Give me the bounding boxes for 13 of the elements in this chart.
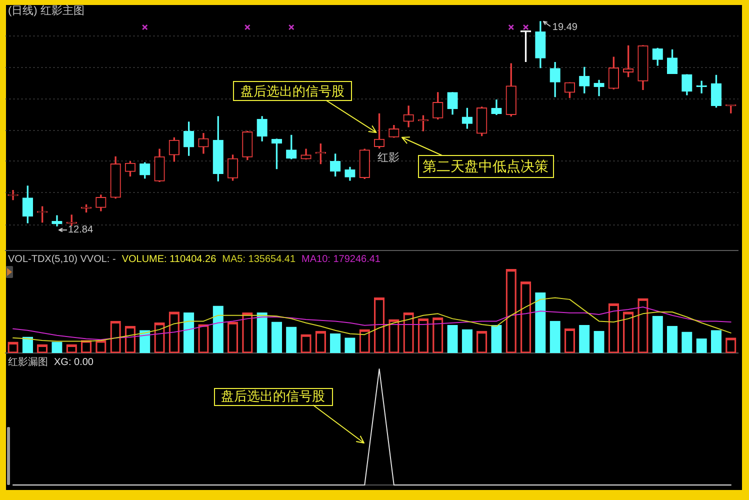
annotation: 红影 (377, 151, 400, 164)
text: VOLUME: 110404.26 (122, 254, 216, 265)
annotation: 19.49 (552, 22, 578, 34)
text: XG: 0.00 (54, 356, 94, 369)
annotation: 盘后选出的信号股 (221, 389, 325, 404)
chart-title: (日线) 红影主图 (8, 5, 84, 18)
annotation: 第二天盘中低点决策 (422, 159, 548, 176)
annotation: 盘后选出的信号股 (240, 84, 344, 100)
annotation: 12.84 (68, 224, 94, 236)
chart-title: 红影漏图 (8, 356, 48, 369)
text: MA10: 179246.41 (302, 254, 380, 265)
chart-title: VOL-TDX(5,10) VVOL: - (8, 254, 116, 265)
text: MA5: 135654.41 (222, 254, 296, 265)
